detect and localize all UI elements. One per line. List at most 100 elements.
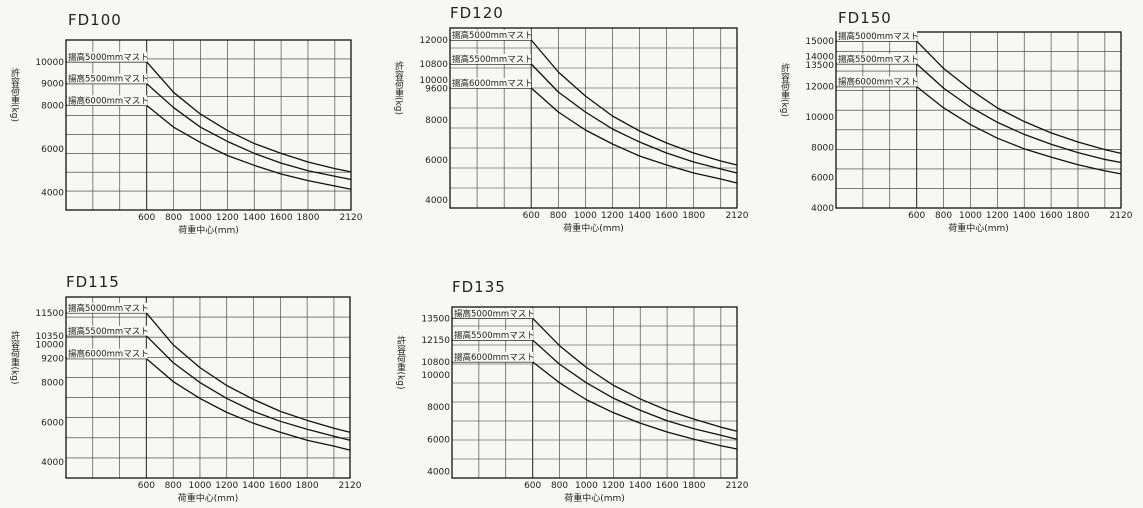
y-tick-label: 6000 — [41, 418, 64, 428]
series-label: 揚高5500mmマスト — [838, 54, 919, 65]
legend-label-bg — [67, 348, 147, 359]
y-tick-label: 12000 — [419, 36, 448, 46]
series-line-2 — [66, 358, 351, 451]
grid-lines — [66, 297, 350, 478]
x-tick-label: 1800 — [296, 481, 319, 491]
x-axis-label: 荷重中心(mm) — [563, 222, 624, 234]
y-tick-label: 13500 — [805, 61, 834, 71]
y-tick-label: 10000 — [35, 340, 64, 350]
series-line-1 — [452, 339, 738, 440]
x-tick-label: 800 — [551, 481, 568, 491]
series-line-0 — [66, 61, 352, 173]
x-tick-label: 1400 — [628, 211, 651, 221]
x-tick-label: 2120 — [726, 481, 749, 491]
x-tick-label: 800 — [550, 211, 567, 221]
series-label: 揚高5000mmマスト — [68, 303, 149, 314]
series-label: 揚高6000mmマスト — [454, 352, 535, 363]
x-tick-label: 600 — [523, 211, 540, 221]
x-tick-label: 1800 — [297, 213, 320, 223]
series-line-0 — [450, 39, 738, 166]
legend-label-bg — [451, 54, 531, 64]
series-line-2 — [450, 87, 738, 184]
x-tick-label: 1000 — [189, 481, 212, 491]
x-tick-label: 600 — [138, 481, 155, 491]
y-tick-label: 10800 — [421, 358, 450, 368]
series-line-1 — [450, 63, 738, 174]
y-axis-label: 許容荷重(kg) — [393, 60, 404, 115]
chart-title: FD100 — [68, 11, 122, 29]
x-tick-label: 1600 — [656, 481, 679, 491]
y-tick-label: 10350 — [35, 332, 64, 342]
y-tick-label: 10000 — [805, 113, 834, 123]
y-tick-label: 8000 — [811, 143, 834, 153]
legend-label-bg — [453, 351, 533, 362]
y-axis-label: 許容荷重(kg) — [779, 62, 790, 117]
plot-frame — [449, 27, 738, 209]
x-tick-label: 1200 — [601, 211, 624, 221]
x-tick-label: 1800 — [1067, 211, 1090, 221]
legend-label-bg — [67, 302, 147, 313]
grid-lines — [66, 40, 351, 210]
series-label: 揚高5500mmマスト — [454, 330, 535, 341]
chart-panel-1: FD120 600 800 1000 1200 1400 1600 1800 2120 荷重中心(… — [393, 4, 749, 234]
y-tick-label: 9600 — [425, 85, 448, 95]
plot-frame — [451, 306, 738, 479]
y-axis-label: 許容荷重(kg) — [9, 329, 20, 384]
y-tick-label: 6000 — [427, 435, 450, 445]
series-label: 揚高5000mmマスト — [452, 30, 533, 41]
series-line-2 — [836, 85, 1122, 175]
legend-label-bg — [453, 308, 533, 319]
x-axis-label: 荷重中心(mm) — [178, 224, 239, 236]
x-tick-label: 2120 — [1110, 211, 1133, 221]
y-tick-label: 13500 — [421, 314, 450, 324]
y-tick-label: 4000 — [41, 458, 64, 468]
chart-panel-0: FD100 600 800 1000 1200 1400 1600 1800 2120 荷重中心(… — [9, 11, 363, 236]
x-tick-label: 600 — [524, 481, 541, 491]
x-tick-label: 1200 — [602, 481, 625, 491]
chart-panel-3: FD115 600 800 1000 1200 1400 1600 1800 2120 荷重中心(… — [9, 273, 362, 504]
grid-lines — [452, 307, 737, 478]
y-tick-label: 8000 — [425, 116, 448, 126]
x-axis-label: 荷重中心(mm) — [178, 492, 239, 504]
x-tick-label: 2120 — [339, 481, 362, 491]
y-tick-label: 6000 — [41, 145, 64, 155]
plot-frame — [835, 31, 1122, 209]
x-axis-label: 荷重中心(mm) — [948, 222, 1009, 234]
plot-frame — [65, 39, 352, 211]
y-tick-label: 9200 — [41, 355, 64, 365]
x-tick-label: 1600 — [1040, 211, 1063, 221]
y-tick-label: 4000 — [811, 204, 834, 214]
legend-label-bg — [837, 53, 917, 64]
y-tick-label: 11500 — [35, 309, 64, 319]
series-label: 揚高5500mmマスト — [68, 326, 149, 337]
series-label: 揚高6000mmマスト — [452, 78, 533, 89]
y-tick-label: 4000 — [425, 196, 448, 206]
series-line-0 — [836, 40, 1122, 155]
x-tick-label: 1600 — [655, 211, 678, 221]
x-tick-label: 1000 — [575, 481, 598, 491]
y-tick-label: 6000 — [811, 174, 834, 184]
x-tick-label: 1600 — [269, 481, 292, 491]
series-line-1 — [66, 335, 351, 441]
y-axis-label: 許容荷重(kg) — [395, 334, 406, 389]
series-label: 揚高5000mmマスト — [68, 52, 149, 63]
y-tick-label: 4000 — [427, 468, 450, 478]
chart-title: FD150 — [838, 9, 892, 27]
series-label: 揚高6000mmマスト — [68, 95, 149, 106]
y-tick-label: 14000 — [805, 52, 834, 62]
chart-title: FD135 — [452, 278, 506, 296]
legend-label-bg — [453, 330, 533, 341]
x-tick-label: 1800 — [683, 481, 706, 491]
series-line-2 — [66, 104, 352, 190]
chart-panel-2: FD150 600 800 1000 1200 1400 1600 1800 2120 荷重中心(… — [779, 9, 1133, 234]
legend-label-bg — [837, 76, 917, 87]
x-tick-label: 800 — [935, 211, 952, 221]
y-tick-label: 6000 — [425, 156, 448, 166]
grid-lines — [836, 32, 1121, 208]
x-tick-label: 2120 — [726, 211, 749, 221]
y-tick-label: 15000 — [805, 37, 834, 47]
series-line-2 — [452, 361, 738, 450]
y-tick-label: 12150 — [421, 336, 450, 346]
chart-panel-4: FD135 600 800 1000 1200 1400 1600 1800 2120 荷重中心(… — [395, 278, 749, 504]
